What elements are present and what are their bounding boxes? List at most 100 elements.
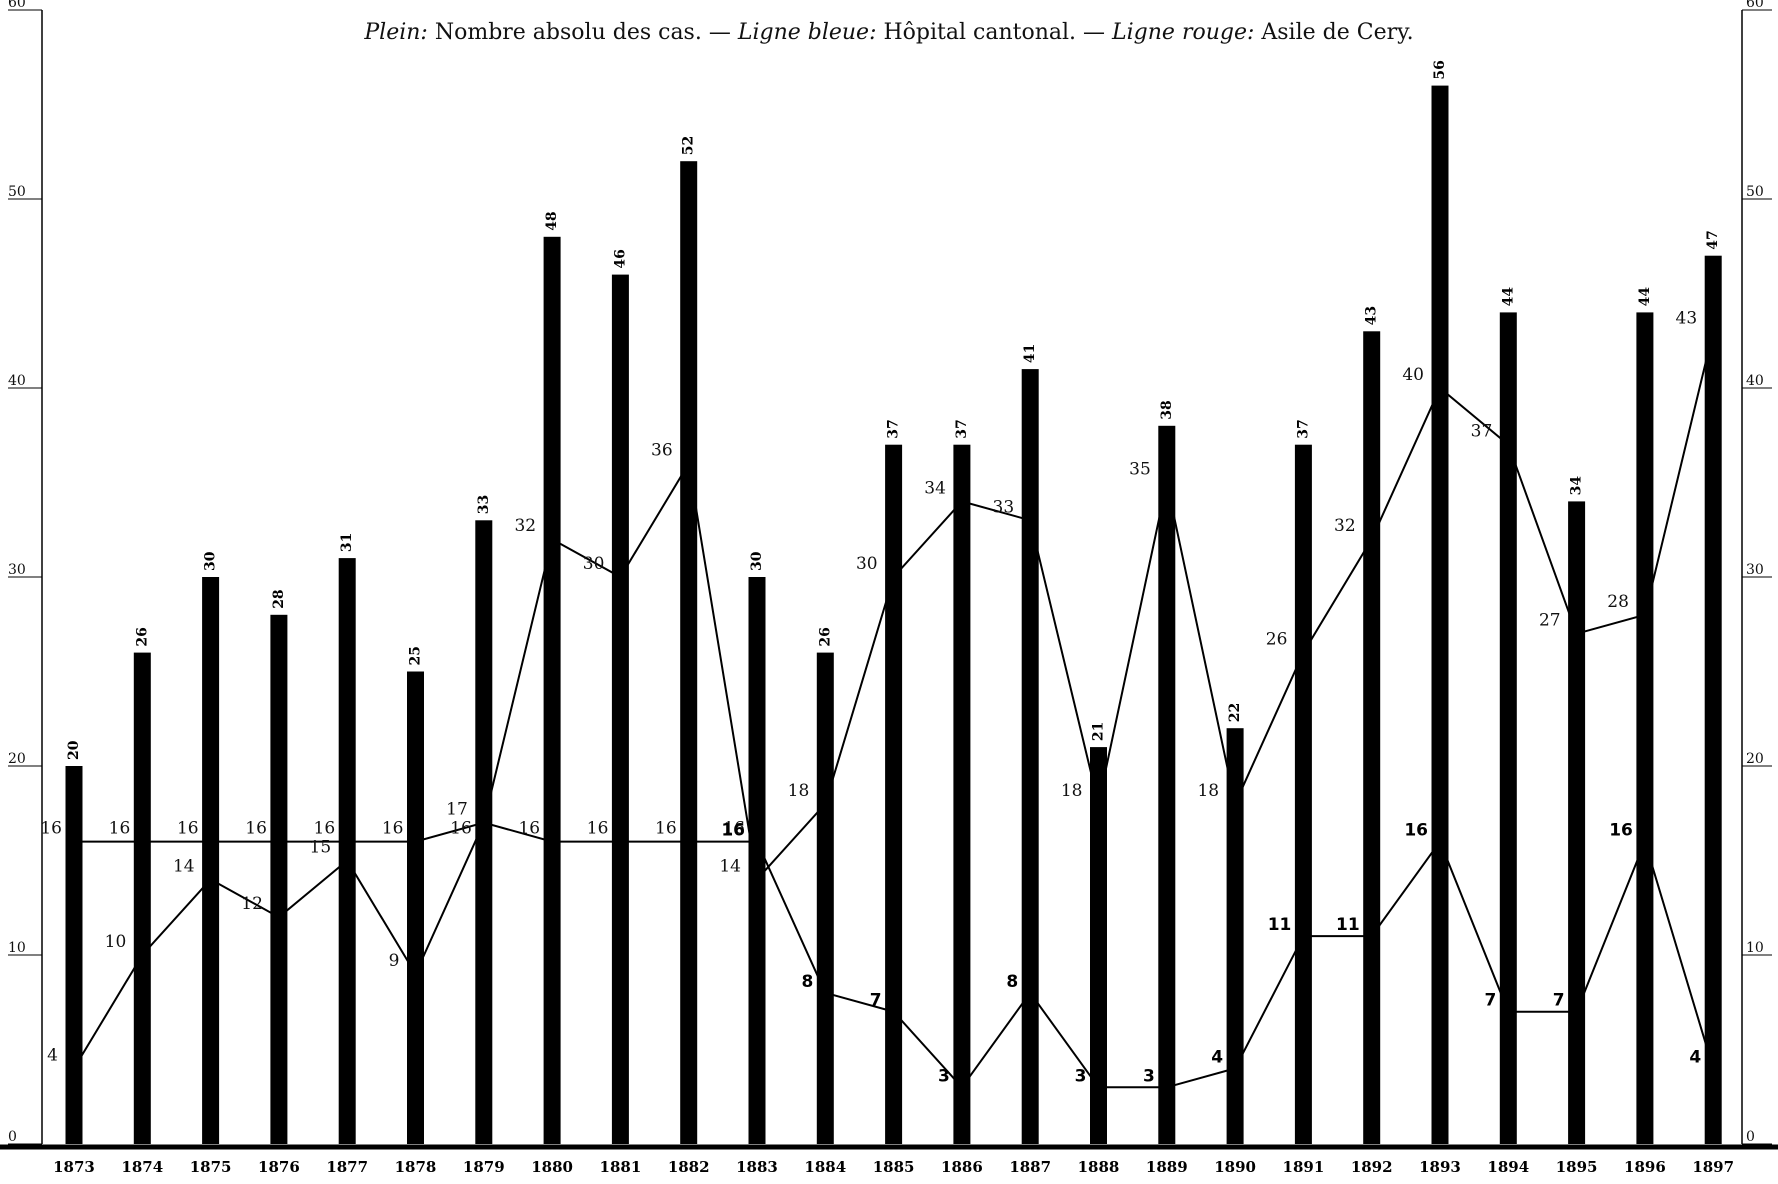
upper-line-point-label: 28 bbox=[1607, 592, 1629, 612]
upper-line-point-label: 33 bbox=[993, 497, 1015, 517]
upper-line-point-label: 4 bbox=[47, 1045, 58, 1065]
xtick-label: 1886 bbox=[941, 1158, 983, 1176]
xtick-label: 1882 bbox=[668, 1158, 710, 1176]
bar-value-label: 26 bbox=[134, 627, 150, 646]
bar bbox=[816, 652, 834, 1144]
upper-line-point-label: 9 bbox=[389, 951, 400, 971]
upper-line-point-label: 14 bbox=[719, 856, 741, 876]
bar-value-label: 31 bbox=[339, 533, 355, 552]
lower-line-point-label: 3 bbox=[1143, 1066, 1155, 1086]
ytick-label-right: 20 bbox=[1746, 751, 1764, 767]
bar-value-label: 47 bbox=[1705, 230, 1721, 249]
ytick-label-left: 60 bbox=[8, 0, 26, 11]
bar-value-label: 25 bbox=[408, 646, 424, 665]
bar bbox=[407, 671, 424, 1144]
flat-line-point-label: 16 bbox=[382, 819, 404, 839]
line-rouge bbox=[73, 331, 1715, 1069]
xtick-label: 1880 bbox=[531, 1158, 573, 1176]
upper-line-point-label: 12 bbox=[241, 894, 263, 914]
bar-value-label: 33 bbox=[476, 495, 492, 514]
flat-line-point-label: 16 bbox=[109, 819, 131, 839]
bar-value-label: 56 bbox=[1432, 60, 1448, 79]
upper-line-point-label: 17 bbox=[446, 800, 468, 820]
lower-line-point-label: 4 bbox=[1689, 1047, 1701, 1067]
bar-value-label: 41 bbox=[1022, 344, 1038, 363]
upper-line-point-label: 40 bbox=[1402, 365, 1424, 385]
line-lower bbox=[756, 838, 1715, 1089]
bar bbox=[270, 614, 288, 1144]
upper-line-point-label: 18 bbox=[1061, 781, 1083, 801]
lower-line-point-label: 3 bbox=[938, 1066, 950, 1086]
flat-line-point-label: 16 bbox=[40, 819, 62, 839]
bar bbox=[1568, 501, 1586, 1144]
xtick-label: 1883 bbox=[736, 1158, 778, 1176]
bar bbox=[748, 577, 766, 1144]
lower-line-point-label: 16 bbox=[1404, 821, 1428, 841]
lower-line-point-label: 8 bbox=[801, 972, 813, 992]
upper-line-point-label: 32 bbox=[1334, 516, 1356, 536]
bar bbox=[1021, 369, 1039, 1145]
bar-value-label: 37 bbox=[886, 419, 902, 438]
upper-line-point-label: 10 bbox=[105, 932, 127, 952]
bar-value-label: 44 bbox=[1500, 287, 1516, 307]
upper-line-point-label: 43 bbox=[1676, 308, 1698, 328]
bar-value-label: 26 bbox=[817, 627, 833, 646]
bar bbox=[1363, 331, 1381, 1144]
bar bbox=[953, 444, 971, 1144]
xtick-label: 1897 bbox=[1692, 1158, 1734, 1176]
bar-value-label: 52 bbox=[681, 136, 697, 155]
flat-line-point-label: 16 bbox=[587, 819, 609, 839]
xtick-label: 1875 bbox=[190, 1158, 232, 1176]
xtick-label: 1893 bbox=[1419, 1158, 1461, 1176]
bar bbox=[1499, 312, 1517, 1144]
lower-line-point-label: 8 bbox=[1006, 972, 1018, 992]
bar bbox=[133, 652, 151, 1144]
xtick-label: 1877 bbox=[326, 1158, 368, 1176]
line-bleue bbox=[74, 821, 757, 843]
title-plein-text: Nombre absolu des cas. — bbox=[427, 20, 738, 45]
bar-value-label: 22 bbox=[1227, 703, 1243, 722]
xtick-label: 1881 bbox=[600, 1158, 642, 1176]
lower-line-point-label: 16 bbox=[1609, 821, 1633, 841]
bar bbox=[543, 236, 561, 1145]
bar-value-label: 37 bbox=[1295, 419, 1311, 438]
bar-value-label: 34 bbox=[1569, 476, 1585, 496]
bar bbox=[1431, 85, 1449, 1145]
flat-line-point-label: 16 bbox=[655, 819, 677, 839]
ytick-label-left: 30 bbox=[8, 562, 26, 578]
flat-line-point-label: 16 bbox=[314, 819, 336, 839]
bar bbox=[338, 558, 356, 1144]
lower-line-point-label: 7 bbox=[1553, 991, 1565, 1011]
upper-line-point-label: 32 bbox=[514, 516, 536, 536]
xtick-label: 1894 bbox=[1487, 1158, 1529, 1176]
bar bbox=[611, 274, 629, 1145]
ytick-label-right: 40 bbox=[1746, 373, 1764, 389]
flat-line-point-label: 16 bbox=[245, 819, 267, 839]
bar bbox=[1090, 747, 1107, 1144]
title-blue-text: Hôpital cantonal. — bbox=[876, 20, 1113, 45]
xtick-label: 1876 bbox=[258, 1158, 300, 1176]
bar-value-label: 21 bbox=[1091, 722, 1107, 741]
flat-line-point-label: 16 bbox=[723, 819, 745, 839]
bar bbox=[1294, 444, 1312, 1144]
bar-value-label: 46 bbox=[612, 249, 628, 268]
xtick-label: 1884 bbox=[804, 1158, 846, 1176]
bar-value-label: 37 bbox=[954, 419, 970, 438]
xtick-label: 1889 bbox=[1146, 1158, 1188, 1176]
lower-line-point-label: 3 bbox=[1075, 1066, 1087, 1086]
chart-title: Plein: Nombre absolu des cas. — Ligne bl… bbox=[0, 20, 1778, 45]
xtick-label: 1892 bbox=[1351, 1158, 1393, 1176]
xtick-label: 1885 bbox=[873, 1158, 915, 1176]
flat-line-point-label: 16 bbox=[177, 819, 199, 839]
ytick-label-left: 20 bbox=[8, 751, 26, 767]
title-red-label: Ligne rouge: bbox=[1112, 20, 1255, 45]
bar bbox=[65, 766, 83, 1144]
bar-value-label: 30 bbox=[749, 551, 765, 571]
upper-line-point-label: 15 bbox=[310, 838, 332, 858]
upper-line-point-label: 26 bbox=[1266, 630, 1288, 650]
title-red-text: Asile de Cery. bbox=[1254, 20, 1414, 45]
ytick-label-right: 50 bbox=[1746, 184, 1764, 200]
bar-value-label: 43 bbox=[1364, 306, 1380, 325]
xtick-label: 1896 bbox=[1624, 1158, 1666, 1176]
